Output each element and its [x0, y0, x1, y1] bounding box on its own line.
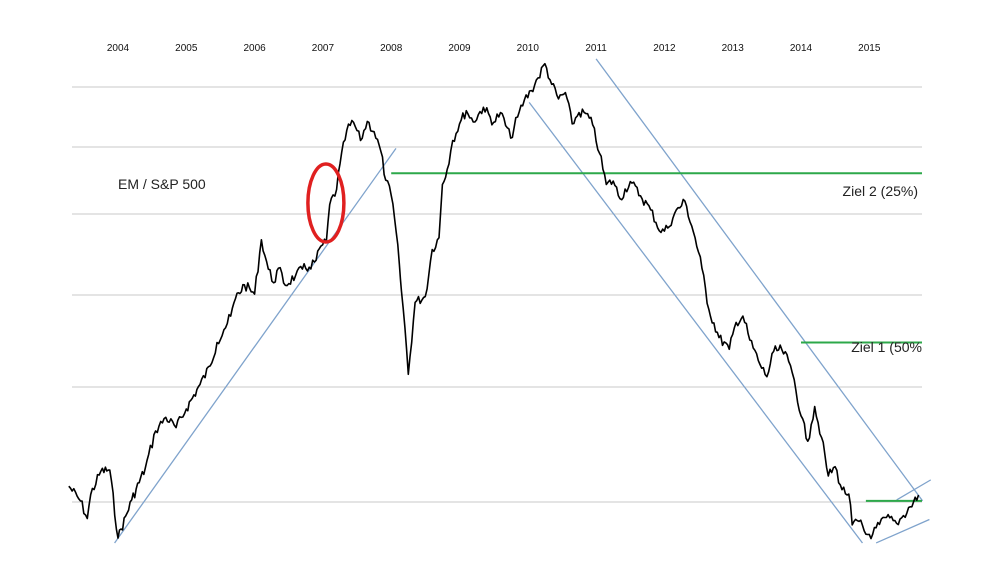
annotation-ziel-1: Ziel 1 (50% — [851, 339, 922, 355]
year-tick-label: 2006 — [243, 43, 266, 54]
trend-line-2 — [528, 101, 863, 544]
year-tick-label: 2011 — [585, 43, 607, 54]
trend-channel-lines — [114, 58, 932, 544]
year-tick-label: 2005 — [175, 43, 198, 54]
year-tick-label: 2007 — [312, 43, 335, 54]
year-tick-label: 2015 — [858, 43, 881, 54]
annotation-ziel-2: Ziel 2 (25%) — [843, 183, 918, 199]
trend-line-5 — [896, 479, 932, 501]
annotations: EM / S&P 500 Ziel 2 (25%) Ziel 1 (50% — [118, 176, 922, 355]
year-axis: 2004 2005 2006 2007 2008 2009 2010 2011 2012 2013… — [107, 43, 881, 54]
year-tick-label: 2004 — [107, 43, 130, 54]
trend-line-1 — [114, 147, 397, 544]
annotation-em-sp500: EM / S&P 500 — [118, 176, 206, 192]
trend-line-3 — [595, 58, 924, 502]
highlight-layer — [306, 162, 346, 244]
trend-line-4 — [875, 518, 930, 544]
year-tick-label: 2010 — [517, 43, 540, 54]
year-tick-label: 2012 — [653, 43, 676, 54]
gridlines — [72, 86, 922, 503]
year-tick-label: 2009 — [448, 43, 471, 54]
year-tick-label: 2014 — [790, 43, 813, 54]
year-tick-label: 2013 — [722, 43, 745, 54]
series-line-1 — [68, 62, 920, 540]
year-tick-label: 2008 — [380, 43, 403, 54]
price-series — [68, 62, 920, 540]
target-lines — [391, 172, 922, 502]
highlight-ellipse — [306, 162, 346, 244]
